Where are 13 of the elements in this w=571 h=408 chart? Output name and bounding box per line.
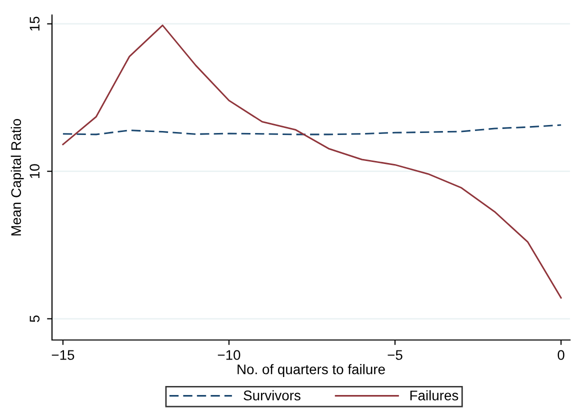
x-tick-label: −5 (388, 350, 402, 360)
y-tick-label: 15 (30, 16, 40, 31)
y-tick-label: 10 (30, 164, 40, 178)
line-series (62, 24, 562, 299)
legend-label: Failures (410, 390, 458, 400)
x-axis-title: No. of quarters to failure (238, 364, 385, 378)
x-tick-label: −15 (52, 350, 74, 360)
legend-label: Survivors (244, 390, 300, 400)
x-tick-label: 0 (558, 350, 564, 360)
y-axis-title: Mean Capital Ratio (10, 119, 24, 236)
y-tick-label: 5 (30, 315, 40, 322)
line-series (62, 124, 562, 136)
x-tick-label: −10 (218, 350, 240, 360)
